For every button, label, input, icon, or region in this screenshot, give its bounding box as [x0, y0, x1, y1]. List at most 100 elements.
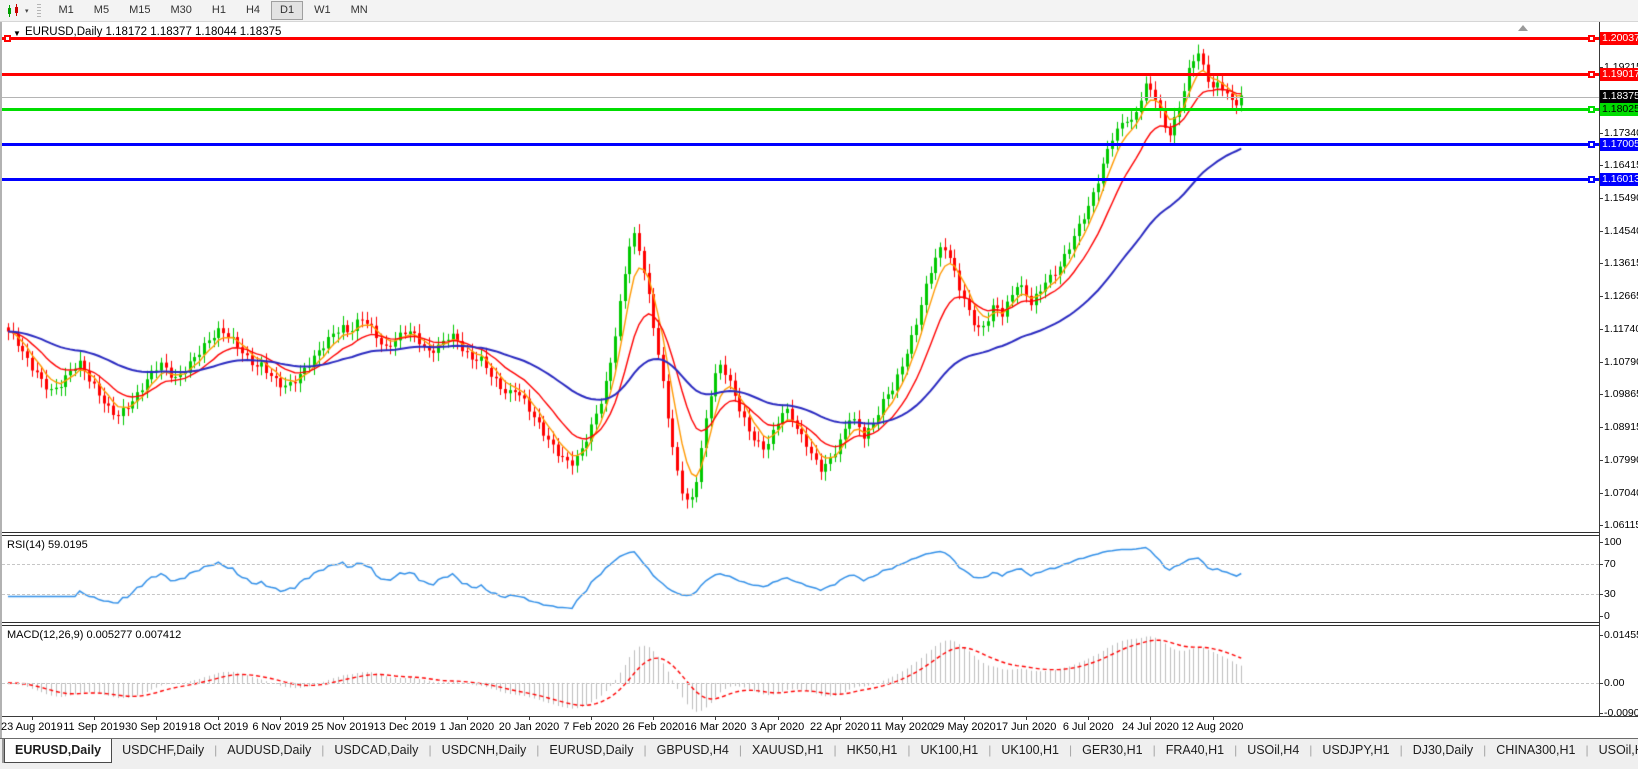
- macd-tick-label: 0.00: [1604, 677, 1625, 689]
- tab-separator: |: [1069, 743, 1073, 757]
- tf-button-h1[interactable]: H1: [211, 4, 226, 16]
- level-line[interactable]: [2, 177, 1599, 181]
- panel-splitter[interactable]: [2, 621, 1599, 627]
- chart-title: EURUSD,Daily 1.18172 1.18377 1.18044 1.1…: [25, 26, 282, 38]
- tf-button-m30[interactable]: M30: [170, 4, 192, 16]
- tab-usdjpy-h1[interactable]: USDJPY,H1: [1322, 743, 1390, 757]
- level-line-handle[interactable]: [1588, 105, 1595, 113]
- tab-usdcnh-daily[interactable]: USDCNH,Daily: [441, 743, 527, 757]
- tab-eurusd-daily[interactable]: EURUSD,Daily: [4, 739, 113, 763]
- tab-dj30-daily[interactable]: DJ30,Daily: [1412, 743, 1474, 757]
- date-tick-mark: [1026, 716, 1028, 720]
- macd-tick-mark: [1599, 712, 1603, 714]
- price-tick-label: 1.16415: [1604, 159, 1638, 172]
- chart-shift-marker[interactable]: [1518, 25, 1528, 31]
- rsi-tick-mark: [1599, 541, 1603, 543]
- tf-button-m1[interactable]: M1: [58, 4, 74, 16]
- rsi-panel-canvas[interactable]: [2, 537, 1599, 621]
- price-tick-label: 1.12665: [1604, 290, 1638, 303]
- tab-separator: |: [1309, 743, 1313, 757]
- price-tick-mark: [1599, 459, 1603, 461]
- tab-uk100-h1[interactable]: UK100,H1: [920, 743, 979, 757]
- tab-separator: |: [321, 743, 325, 757]
- tab-uk100-h1[interactable]: UK100,H1: [1001, 743, 1059, 757]
- chevron-down-icon[interactable]: ▾: [25, 7, 29, 15]
- date-tick-mark: [839, 716, 841, 720]
- tf-button-h4[interactable]: H4: [245, 4, 261, 16]
- chart-menu-icon[interactable]: ▼: [13, 29, 21, 38]
- level-line[interactable]: [2, 143, 1599, 147]
- tab-gbpusd-h4[interactable]: GBPUSD,H4: [656, 743, 729, 757]
- date-label: 6 Nov 2019: [252, 721, 309, 733]
- tab-fra40-h1[interactable]: FRA40,H1: [1165, 743, 1225, 757]
- date-tick-mark: [280, 716, 282, 720]
- timeframe-toolbar: ▾ M1 M5 M15 M30 H1 H4 D1 W1 MN: [0, 0, 1638, 22]
- tab-separator: |: [536, 743, 540, 757]
- tab-eurusd-daily[interactable]: EURUSD,Daily: [549, 743, 634, 757]
- rsi-level-line: [2, 593, 1599, 595]
- date-label: 25 Nov 2019: [311, 721, 374, 733]
- tab-usoil-h4[interactable]: USOil,H4: [1247, 743, 1300, 757]
- rsi-tick-label: 100: [1604, 535, 1622, 548]
- level-price-label[interactable]: 1.19017: [1600, 67, 1638, 81]
- level-line-handle[interactable]: [1588, 141, 1595, 149]
- tab-usdchf-daily[interactable]: USDCHF,Daily: [122, 743, 205, 757]
- date-tick-mark: [94, 716, 96, 720]
- date-tick-mark: [404, 716, 406, 720]
- level-line[interactable]: [2, 72, 1599, 76]
- level-line-handle[interactable]: [4, 35, 11, 43]
- rsi-tick-label: 70: [1604, 558, 1616, 571]
- price-tick-mark: [1599, 328, 1603, 330]
- tf-button-mn[interactable]: MN: [350, 4, 368, 16]
- level-line-handle[interactable]: [1588, 35, 1595, 43]
- date-label: 16 Mar 2020: [684, 721, 747, 733]
- price-tick-mark: [1599, 296, 1603, 298]
- price-axis-border: [1599, 22, 1600, 716]
- tab-china300-h1[interactable]: CHINA300,H1: [1496, 743, 1576, 757]
- tf-button-w1[interactable]: W1: [314, 4, 331, 16]
- date-tick-mark: [777, 716, 779, 720]
- tabbar-left-edge: [2, 739, 4, 763]
- date-label: 30 Sep 2019: [124, 721, 188, 733]
- panel-splitter[interactable]: [2, 531, 1599, 537]
- level-price-label[interactable]: 1.16013: [1600, 172, 1638, 186]
- level-price-label[interactable]: 1.18025: [1600, 102, 1638, 116]
- level-line[interactable]: [2, 37, 1599, 41]
- tf-button-d1[interactable]: D1: [271, 1, 304, 20]
- price-chart-canvas[interactable]: [2, 22, 1599, 531]
- level-line-handle[interactable]: [1588, 70, 1595, 78]
- toolbar-grip[interactable]: [36, 3, 41, 18]
- macd-panel-canvas[interactable]: [2, 627, 1599, 716]
- level-line[interactable]: [2, 107, 1599, 111]
- price-tick-label: 1.06115: [1604, 519, 1638, 532]
- rsi-label: RSI(14) 59.0195: [7, 539, 88, 551]
- rsi-level-line: [2, 564, 1599, 566]
- rsi-tick-label: 30: [1604, 587, 1616, 600]
- tab-usdcad-daily[interactable]: USDCAD,Daily: [334, 743, 419, 757]
- date-tick-mark: [466, 716, 468, 720]
- macd-zero-line: [2, 683, 1599, 684]
- date-label: 20 Jan 2020: [498, 721, 560, 733]
- level-price-label[interactable]: 1.20037: [1600, 32, 1638, 46]
- chart-tools-icon[interactable]: [4, 2, 24, 20]
- level-line-handle[interactable]: [1588, 175, 1595, 183]
- date-tick-mark: [1150, 716, 1152, 720]
- tf-button-m5[interactable]: M5: [93, 4, 110, 16]
- tab-audusd-daily[interactable]: AUDUSD,Daily: [227, 743, 312, 757]
- tab-xauusd-h1[interactable]: XAUUSD,H1: [751, 743, 824, 757]
- date-axis-border: [2, 716, 1638, 717]
- price-tick-mark: [1599, 525, 1603, 527]
- tab-ger30-h1[interactable]: GER30,H1: [1082, 743, 1143, 757]
- tab-usoil-h1[interactable]: USOil,H1: [1598, 743, 1638, 757]
- date-label: 29 May 2020: [932, 721, 996, 733]
- tf-button-m15[interactable]: M15: [129, 4, 151, 16]
- price-tick-label: 1.07040: [1604, 486, 1638, 499]
- date-label: 11 May 2020: [870, 721, 934, 733]
- price-tick-label: 1.14540: [1604, 224, 1638, 237]
- date-label: 11 Sep 2019: [63, 721, 125, 733]
- level-price-label[interactable]: 1.17005: [1600, 138, 1638, 152]
- tab-hk50-h1[interactable]: HK50,H1: [846, 743, 898, 757]
- tab-separator: |: [643, 743, 647, 757]
- price-tick-label: 1.07990: [1604, 453, 1638, 466]
- date-label: 23 Aug 2019: [0, 721, 63, 733]
